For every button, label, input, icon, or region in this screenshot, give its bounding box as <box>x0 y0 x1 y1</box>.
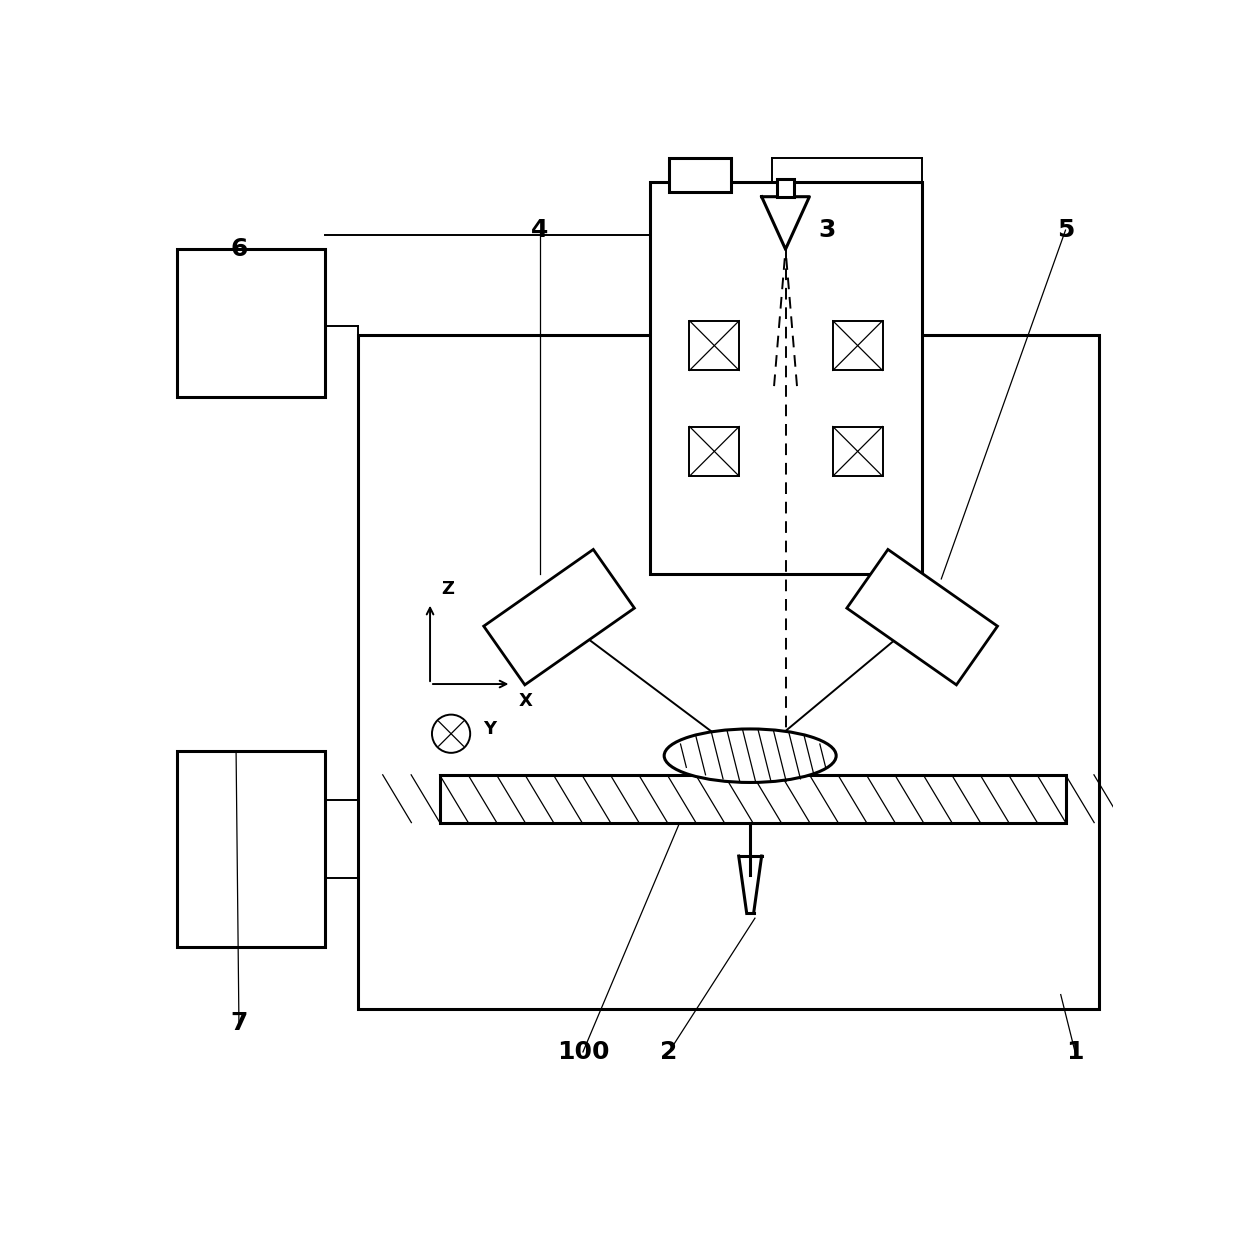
Text: Y: Y <box>484 720 497 738</box>
Text: 1: 1 <box>1066 1040 1084 1064</box>
Bar <box>177 249 325 397</box>
Text: 2: 2 <box>660 1040 677 1064</box>
Polygon shape <box>484 550 635 685</box>
Polygon shape <box>847 550 997 685</box>
Bar <box>689 320 739 370</box>
Bar <box>650 182 923 575</box>
Bar <box>833 427 883 477</box>
Text: 7: 7 <box>231 1011 248 1035</box>
Text: 4: 4 <box>531 218 548 242</box>
Text: Z: Z <box>441 580 454 598</box>
Bar <box>440 774 1065 823</box>
Bar <box>689 427 739 477</box>
Text: 6: 6 <box>231 237 248 262</box>
Bar <box>358 335 1099 1009</box>
Ellipse shape <box>665 728 836 783</box>
Bar <box>177 751 325 947</box>
Bar <box>668 159 732 192</box>
Text: 3: 3 <box>818 218 836 242</box>
Text: 5: 5 <box>1056 218 1074 242</box>
Bar <box>777 180 794 196</box>
Bar <box>833 320 883 370</box>
Text: 100: 100 <box>557 1040 609 1064</box>
Text: X: X <box>518 691 533 710</box>
